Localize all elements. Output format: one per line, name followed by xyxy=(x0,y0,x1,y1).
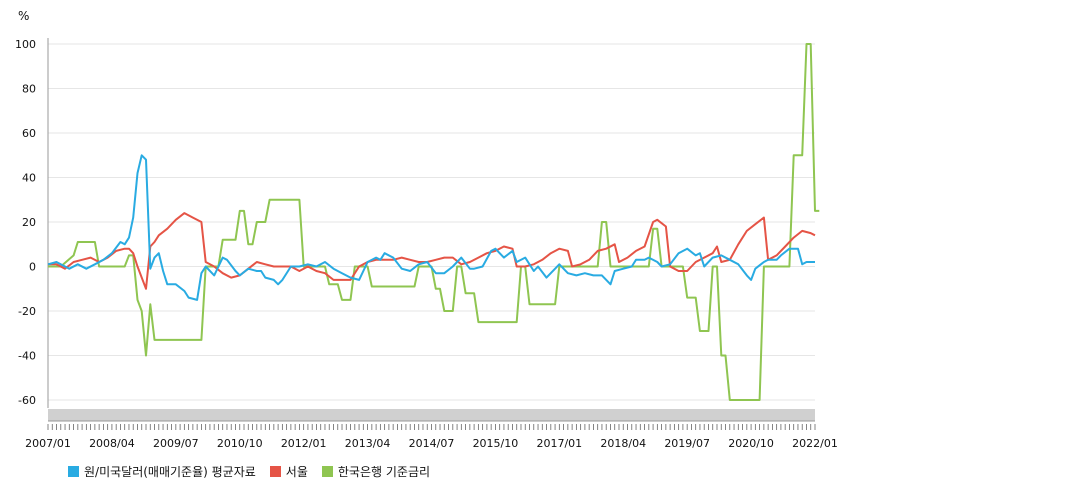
y-tick-label: 80 xyxy=(22,83,36,96)
y-axis: 100 80 60 40 20 0 -20 -40 -60 xyxy=(15,38,49,408)
legend-item-base-rate[interactable]: 한국은행 기준금리 xyxy=(321,463,431,480)
x-tick-label: 2022/01 xyxy=(792,437,838,450)
y-tick-label: 40 xyxy=(22,172,36,185)
legend-label-usd-krw: 원/미국달러(매매기준율) 평균자료 xyxy=(84,465,256,479)
x-tick-label: 2010/10 xyxy=(217,437,263,450)
chart-grid xyxy=(48,43,815,401)
legend-label-seoul: 서울 xyxy=(285,465,308,479)
y-tick-label: -20 xyxy=(18,305,36,318)
series-line-2[interactable] xyxy=(48,43,820,401)
y-tick-label: 20 xyxy=(22,216,36,229)
x-tick-label: 2019/07 xyxy=(664,437,710,450)
x-tick-label: 2013/04 xyxy=(345,437,391,450)
x-tick-label: 2015/10 xyxy=(473,437,519,450)
legend-swatch-seoul xyxy=(269,466,281,477)
x-tick-label: 2018/04 xyxy=(600,437,646,450)
legend-item-seoul[interactable]: 서울 xyxy=(269,463,308,480)
x-tick-label: 2007/01 xyxy=(25,437,71,450)
x-tick-label: 2008/04 xyxy=(89,437,135,450)
legend-swatch-base-rate xyxy=(321,466,333,477)
x-tick-label: 2012/01 xyxy=(281,437,327,450)
range-scrollbar[interactable] xyxy=(48,409,815,421)
y-tick-label: 60 xyxy=(22,127,36,140)
legend-item-usd-krw[interactable]: 원/미국달러(매매기준율) 평균자료 xyxy=(68,463,256,480)
x-tick-label: 2009/07 xyxy=(153,437,199,450)
x-tick-label: 2014/07 xyxy=(409,437,455,450)
x-tick-label: 2020/10 xyxy=(728,437,774,450)
y-tick-label: 100 xyxy=(15,38,36,51)
y-tick-label: -40 xyxy=(18,350,36,363)
x-tick-label: 2017/01 xyxy=(536,437,582,450)
legend-swatch-usd-krw xyxy=(68,466,79,477)
chart-legend: 원/미국달러(매매기준율) 평균자료 서울 한국은행 기준금리 xyxy=(68,463,430,480)
chart-series xyxy=(47,43,820,401)
y-tick-label: 0 xyxy=(29,261,36,274)
y-tick-label: -60 xyxy=(18,394,36,407)
x-axis: 2007/01 2008/04 2009/07 2010/10 2012/01 2013/… xyxy=(25,420,838,450)
series-line-0[interactable] xyxy=(47,154,815,301)
y-axis-unit: % xyxy=(18,9,29,23)
legend-label-base-rate: 한국은행 기준금리 xyxy=(337,465,431,479)
series-line-1[interactable] xyxy=(48,212,816,290)
